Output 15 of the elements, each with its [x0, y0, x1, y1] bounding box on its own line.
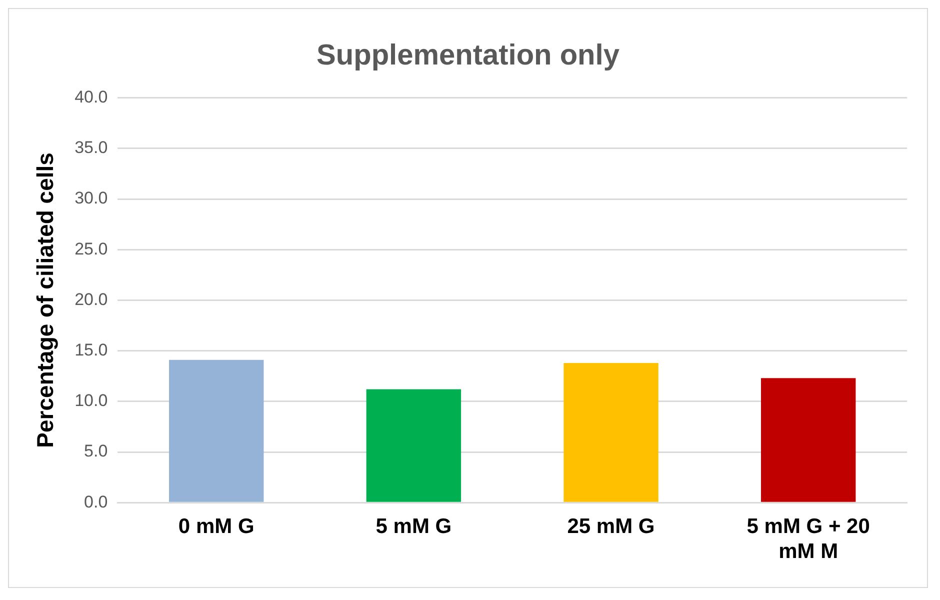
y-tick-label: 35.0 [74, 138, 108, 158]
y-tick-label: 0.0 [84, 492, 108, 512]
y-tick-label: 30.0 [74, 188, 108, 208]
x-tick-label: 5 mM G + 20 mM M [746, 514, 870, 564]
chart-title: Supplementation only [316, 39, 620, 72]
y-axis-title: Percentage of ciliated cells [32, 152, 58, 448]
x-tick-label: 0 mM G [178, 514, 254, 538]
y-tick-label: 25.0 [74, 239, 108, 258]
x-tick-label: 5 mM G [376, 514, 452, 538]
y-tick-label: 10.0 [74, 391, 108, 410]
y-tick-label: 15.0 [74, 340, 108, 360]
y-tick-label: 40.0 [74, 87, 108, 106]
y-tick-label: 5.0 [84, 442, 108, 461]
x-tick-label: 25 mM G [567, 514, 655, 538]
y-tick-label: 20.0 [74, 290, 108, 309]
